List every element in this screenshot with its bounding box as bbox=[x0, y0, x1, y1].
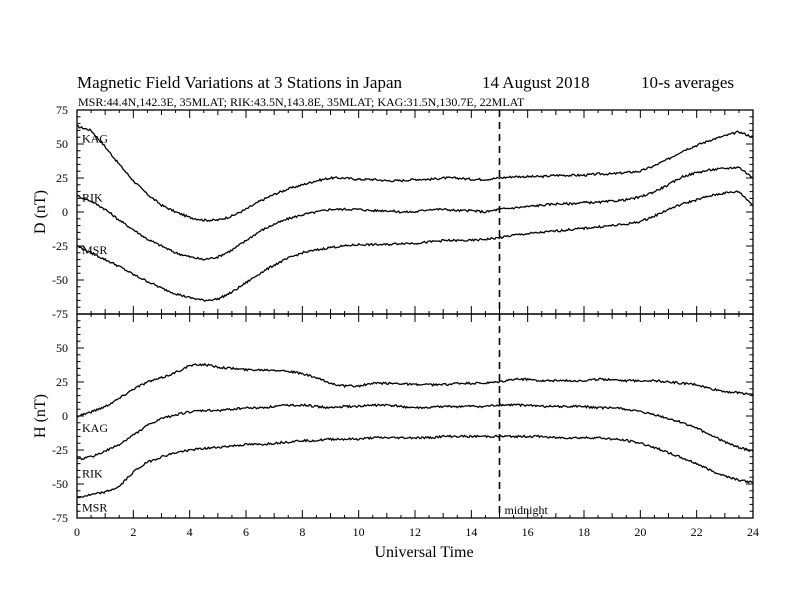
y-tick-label: -25 bbox=[52, 239, 68, 253]
x-tick-label: 20 bbox=[634, 525, 646, 539]
y-tick-label: 75 bbox=[56, 103, 68, 117]
y-tick-label: 50 bbox=[56, 137, 68, 151]
y-tick-label: -25 bbox=[52, 443, 68, 457]
plot-frame bbox=[76, 313, 754, 519]
chart-date: 14 August 2018 bbox=[482, 73, 590, 92]
y-axis-label: D (nT) bbox=[32, 190, 49, 234]
y-tick-label: 25 bbox=[56, 375, 68, 389]
x-tick-label: 6 bbox=[243, 525, 249, 539]
y-tick-label: -75 bbox=[52, 511, 68, 525]
y-axis-label: H (nT) bbox=[32, 394, 49, 438]
series-label-rik: RIK bbox=[82, 191, 103, 205]
x-axis-label: Universal Time bbox=[374, 544, 473, 561]
chart-averaging: 10-s averages bbox=[641, 73, 734, 92]
x-tick-label: 14 bbox=[465, 525, 477, 539]
x-tick-label: 2 bbox=[130, 525, 136, 539]
x-tick-label: 0 bbox=[74, 525, 80, 539]
series-label-rik: RIK bbox=[82, 467, 103, 481]
x-tick-label: 10 bbox=[353, 525, 365, 539]
x-tick-label: 22 bbox=[691, 525, 703, 539]
y-tick-label: -50 bbox=[52, 273, 68, 287]
series-line-kag bbox=[76, 124, 754, 223]
x-tick-label: 8 bbox=[299, 525, 305, 539]
y-tick-label: -50 bbox=[52, 477, 68, 491]
d-panel: 75 50 25 0 -25 -50 -75 D (nT) KAG RIK MSR bbox=[32, 103, 754, 321]
series-label-msr: MSR bbox=[82, 243, 107, 257]
series-label-msr: MSR bbox=[82, 501, 107, 515]
x-tick-label: 4 bbox=[187, 525, 193, 539]
y-tick-label: 0 bbox=[62, 409, 68, 423]
y-tick-label: 25 bbox=[56, 171, 68, 185]
overlay: midnight bbox=[498, 110, 549, 518]
x-tick-label: 16 bbox=[522, 525, 534, 539]
y-tick-label: 0 bbox=[62, 205, 68, 219]
series-line-msr bbox=[76, 434, 754, 499]
y-tick-label: -75 bbox=[52, 307, 68, 321]
x-tick-label: 12 bbox=[409, 525, 421, 539]
series-line-rik bbox=[77, 403, 754, 461]
series-line-kag bbox=[76, 362, 754, 418]
x-tick-label: 24 bbox=[747, 525, 759, 539]
chart-title: Magnetic Field Variations at 3 Stations … bbox=[77, 73, 403, 92]
series-line-msr bbox=[76, 190, 754, 303]
series-line-rik bbox=[76, 166, 754, 261]
x-tick-label: 18 bbox=[578, 525, 590, 539]
midnight-marker-label: midnight bbox=[505, 503, 549, 517]
y-tick-label: 50 bbox=[56, 341, 68, 355]
stations-info: MSR:44.4N,142.3E, 35MLAT; RIK:43.5N,143.… bbox=[78, 95, 525, 109]
series-label-kag: KAG bbox=[82, 421, 108, 435]
h-panel: 50 25 0 -25 -50 -75 H (nT) KAG RIK MSR bbox=[32, 313, 754, 525]
series-label-kag: KAG bbox=[82, 131, 108, 145]
